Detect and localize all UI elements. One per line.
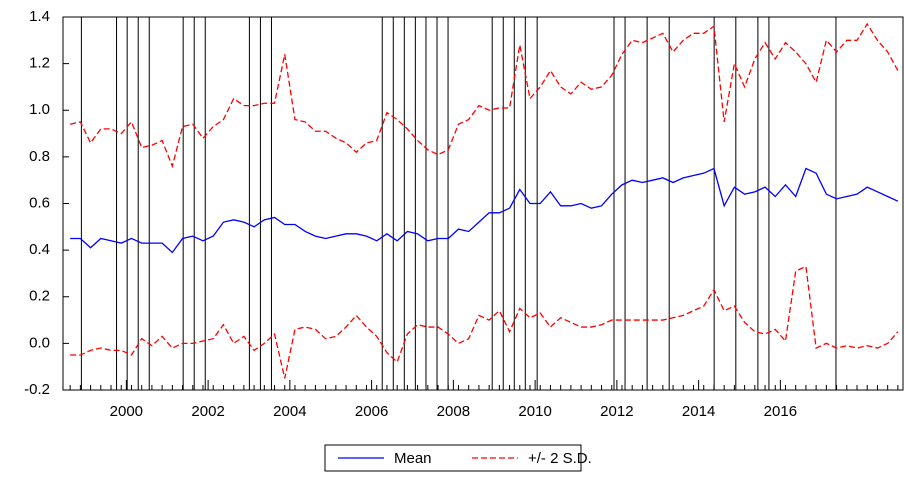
x-tick-label: 2008 bbox=[437, 403, 470, 420]
x-tick-label: 2000 bbox=[110, 403, 143, 420]
x-tick-label: 2004 bbox=[273, 403, 306, 420]
y-tick-label: -0.2 bbox=[24, 381, 50, 398]
series-line bbox=[70, 265, 899, 379]
y-tick-label: 1.2 bbox=[29, 55, 50, 72]
legend-label: Mean bbox=[394, 450, 432, 467]
plot-frame bbox=[62, 16, 904, 391]
x-tick-label: 2014 bbox=[682, 403, 715, 420]
y-tick-label: 0.0 bbox=[29, 334, 50, 351]
x-tick-label: 2010 bbox=[518, 403, 551, 420]
y-tick-label: 1.4 bbox=[29, 8, 50, 25]
x-tick-label: 2012 bbox=[600, 403, 633, 420]
legend-label: +/- 2 S.D. bbox=[528, 450, 592, 467]
y-tick-label: 0.2 bbox=[29, 288, 50, 305]
x-tick-label: 2016 bbox=[764, 403, 797, 420]
x-tick-label: 2002 bbox=[191, 403, 224, 420]
y-tick-label: 0.4 bbox=[29, 241, 50, 258]
x-tick-label: 2006 bbox=[355, 403, 388, 420]
y-tick-label: 0.8 bbox=[29, 148, 50, 165]
y-tick-label: 1.0 bbox=[29, 101, 50, 118]
series-line bbox=[70, 167, 899, 254]
y-tick-label: 0.6 bbox=[29, 194, 50, 211]
